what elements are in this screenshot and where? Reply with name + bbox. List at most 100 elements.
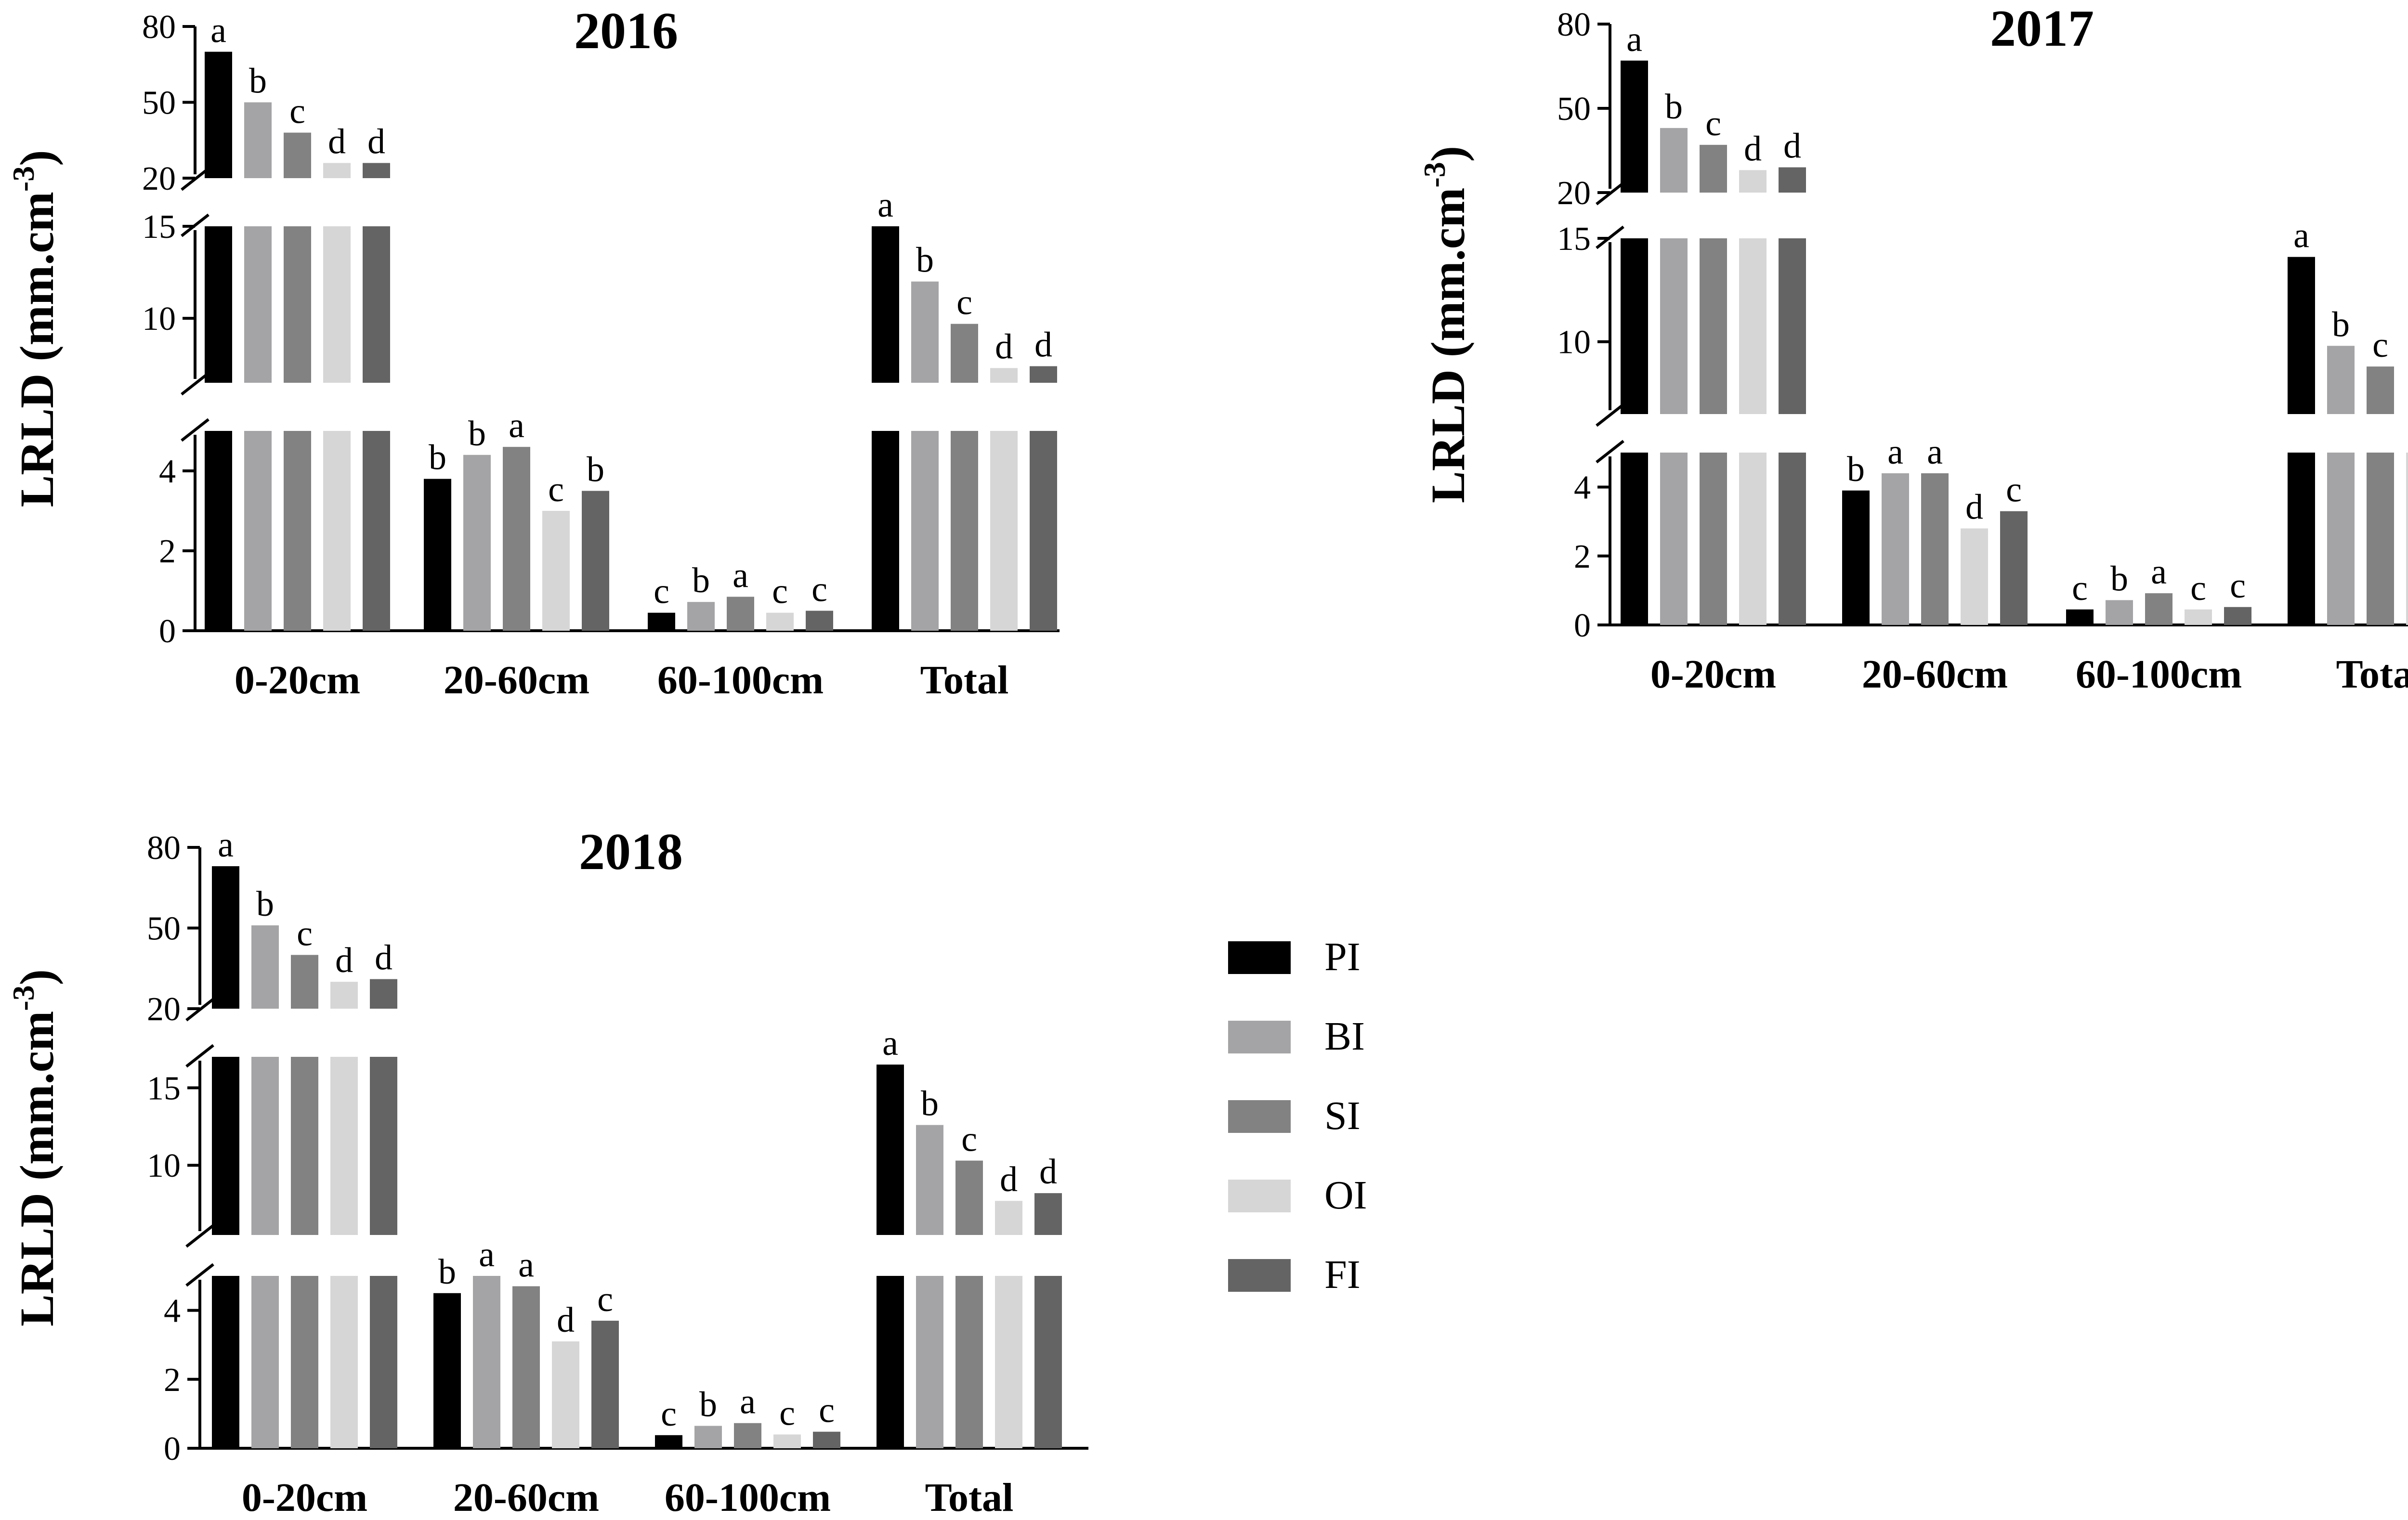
- bar-segment: [370, 1276, 397, 1448]
- y-tick-label: 80: [142, 9, 176, 46]
- bar-segment: [1700, 453, 1727, 625]
- significance-letter: b: [1665, 87, 1683, 127]
- significance-letter: d: [335, 941, 353, 980]
- bar-segment: [877, 1276, 904, 1448]
- significance-letter: b: [256, 884, 274, 924]
- bar-segment: [1030, 366, 1057, 383]
- significance-letter: a: [518, 1245, 534, 1285]
- y-tick-label: 4: [164, 1293, 181, 1330]
- bar-segment: [1739, 453, 1767, 625]
- legend-swatch: [1228, 941, 1291, 974]
- legend-swatch: [1228, 1100, 1291, 1133]
- axis-break-mark: [181, 372, 209, 396]
- significance-letter: d: [1965, 488, 1983, 527]
- bar-oi-20-60cm: [1961, 528, 1988, 625]
- bar-pi-0-20cm: [212, 866, 239, 1448]
- significance-letter: c: [548, 470, 564, 509]
- bar-pi-Total: [872, 226, 899, 631]
- bar-pi-60-100cm: [655, 1435, 682, 1448]
- bar-segment: [1621, 238, 1648, 414]
- significance-letter: b: [921, 1084, 939, 1124]
- bar-pi-60-100cm: [648, 612, 675, 631]
- y-tick-label: 2: [1574, 538, 1591, 575]
- bar-bi-20-60cm: [473, 1276, 500, 1448]
- significance-letter: c: [289, 92, 305, 131]
- bar-segment: [2000, 511, 2028, 625]
- bar-segment: [284, 132, 311, 178]
- bar-segment: [424, 479, 451, 631]
- bar-segment: [766, 612, 794, 631]
- bar-segment: [291, 1276, 318, 1448]
- legend-item-si: SI: [1228, 1093, 1361, 1138]
- bar-segment: [1034, 1276, 1062, 1448]
- bar-segment: [251, 1057, 279, 1235]
- y-tick-label: 2: [159, 533, 176, 570]
- bar-segment: [1739, 170, 1767, 193]
- bar-bi-60-100cm: [687, 602, 715, 631]
- significance-letter: c: [597, 1280, 613, 1319]
- bar-segment: [291, 955, 318, 1009]
- bar-si-60-100cm: [727, 597, 754, 631]
- significance-letter: c: [2190, 569, 2206, 608]
- bar-si-60-100cm: [2145, 593, 2172, 625]
- bar-segment: [251, 1276, 279, 1448]
- significance-letter: a: [479, 1235, 495, 1274]
- bar-segment: [2066, 609, 2094, 625]
- bar-segment: [2327, 453, 2355, 625]
- bar-segment: [1030, 431, 1057, 631]
- bar-si-Total: [955, 1160, 983, 1448]
- bar-si-Total: [951, 324, 978, 631]
- bar-pi-20-60cm: [424, 479, 451, 631]
- bar-segment: [284, 431, 311, 631]
- x-tick-label: 0-20cm: [235, 658, 360, 702]
- legend-swatch: [1228, 1021, 1291, 1053]
- y-tick-label: 15: [1557, 221, 1591, 258]
- significance-letter: d: [367, 122, 385, 162]
- bar-fi-20-60cm: [582, 491, 609, 631]
- bar-fi-0-20cm: [1779, 167, 1806, 625]
- bar-fi-20-60cm: [2000, 511, 2028, 625]
- significance-letter: b: [468, 414, 486, 454]
- bar-segment: [363, 431, 390, 631]
- significance-letter: c: [956, 283, 972, 323]
- bar-segment: [951, 431, 978, 631]
- bar-segment: [244, 431, 272, 631]
- bar-segment: [503, 447, 530, 631]
- bar-oi-Total: [995, 1201, 1022, 1448]
- bar-segment: [1660, 128, 1688, 193]
- chart-title: 2016: [574, 2, 678, 60]
- bar-bi-Total: [2327, 346, 2355, 625]
- bar-segment: [582, 491, 609, 631]
- bar-bi-60-100cm: [2106, 600, 2133, 625]
- bar-oi-60-100cm: [2185, 609, 2212, 625]
- significance-letter: c: [2006, 470, 2022, 510]
- significance-letter: c: [297, 914, 313, 953]
- significance-letter: b: [2110, 559, 2128, 598]
- y-axis: 0 2 4 10 15 20 50 80: [147, 830, 214, 1468]
- bar-segment: [655, 1435, 682, 1448]
- significance-letter: a: [733, 556, 748, 595]
- significance-letter: b: [692, 561, 710, 600]
- bar-segment: [995, 1201, 1022, 1235]
- bar-segment: [1621, 60, 1648, 193]
- significance-letter: a: [2151, 552, 2167, 592]
- y-tick-label: 15: [147, 1070, 181, 1107]
- bar-segment: [2106, 600, 2133, 625]
- bar-bi-60-100cm: [694, 1426, 722, 1448]
- significance-letter: c: [811, 570, 827, 610]
- bar-segment: [1660, 453, 1688, 625]
- bar-fi-Total: [1030, 366, 1057, 631]
- bar-segment: [1034, 1193, 1062, 1235]
- bar-segment: [591, 1321, 619, 1448]
- bar-segment: [1700, 238, 1727, 414]
- bar-segment: [911, 431, 939, 631]
- significance-letter: a: [509, 406, 524, 445]
- bar-segment: [291, 1057, 318, 1235]
- bar-segment: [955, 1276, 983, 1448]
- bar-segment: [687, 602, 715, 631]
- bar-segment: [806, 611, 833, 631]
- x-tick-label: 20-60cm: [453, 1475, 599, 1520]
- bar-segment: [734, 1423, 761, 1448]
- y-tick-label: 0: [164, 1430, 181, 1468]
- bar-fi-60-100cm: [806, 611, 833, 631]
